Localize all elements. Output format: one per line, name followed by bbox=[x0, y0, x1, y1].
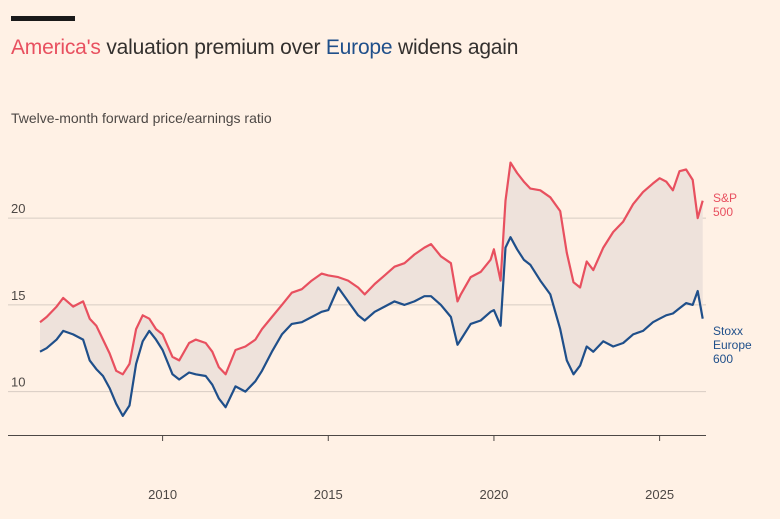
series-label-line: 500 bbox=[713, 205, 733, 219]
y-tick-label: 10 bbox=[11, 375, 25, 390]
stoxx-europe-600-line bbox=[39, 236, 704, 417]
series-label-line: Stoxx bbox=[713, 324, 743, 338]
title-europe: Europe bbox=[325, 36, 393, 59]
series-label-line: Europe bbox=[713, 338, 752, 352]
series-label-line: S&P bbox=[713, 191, 737, 205]
x-tick-label: 2020 bbox=[479, 487, 508, 502]
x-tick-label: 2015 bbox=[314, 487, 343, 502]
x-tick-label: 2010 bbox=[148, 487, 177, 502]
chart-subtitle: Twelve-month forward price/earnings rati… bbox=[11, 110, 272, 126]
y-tick-label: 15 bbox=[11, 288, 25, 303]
x-axis-ticks: 2010 2015 2020 2025 bbox=[148, 435, 674, 502]
y-axis-labels: 10 15 20 bbox=[11, 201, 25, 390]
chart-title: America's valuation premium over Europe … bbox=[11, 36, 518, 60]
brand-rule bbox=[11, 16, 75, 21]
series-label-line: 600 bbox=[713, 352, 733, 366]
title-america: America's bbox=[11, 36, 101, 59]
title-end: widens again bbox=[392, 36, 519, 59]
premium-shaded-area bbox=[40, 162, 703, 416]
sp500-line bbox=[39, 161, 704, 376]
x-tick-label: 2025 bbox=[645, 487, 674, 502]
y-tick-label: 20 bbox=[11, 201, 25, 216]
title-mid: valuation premium over bbox=[100, 36, 326, 59]
